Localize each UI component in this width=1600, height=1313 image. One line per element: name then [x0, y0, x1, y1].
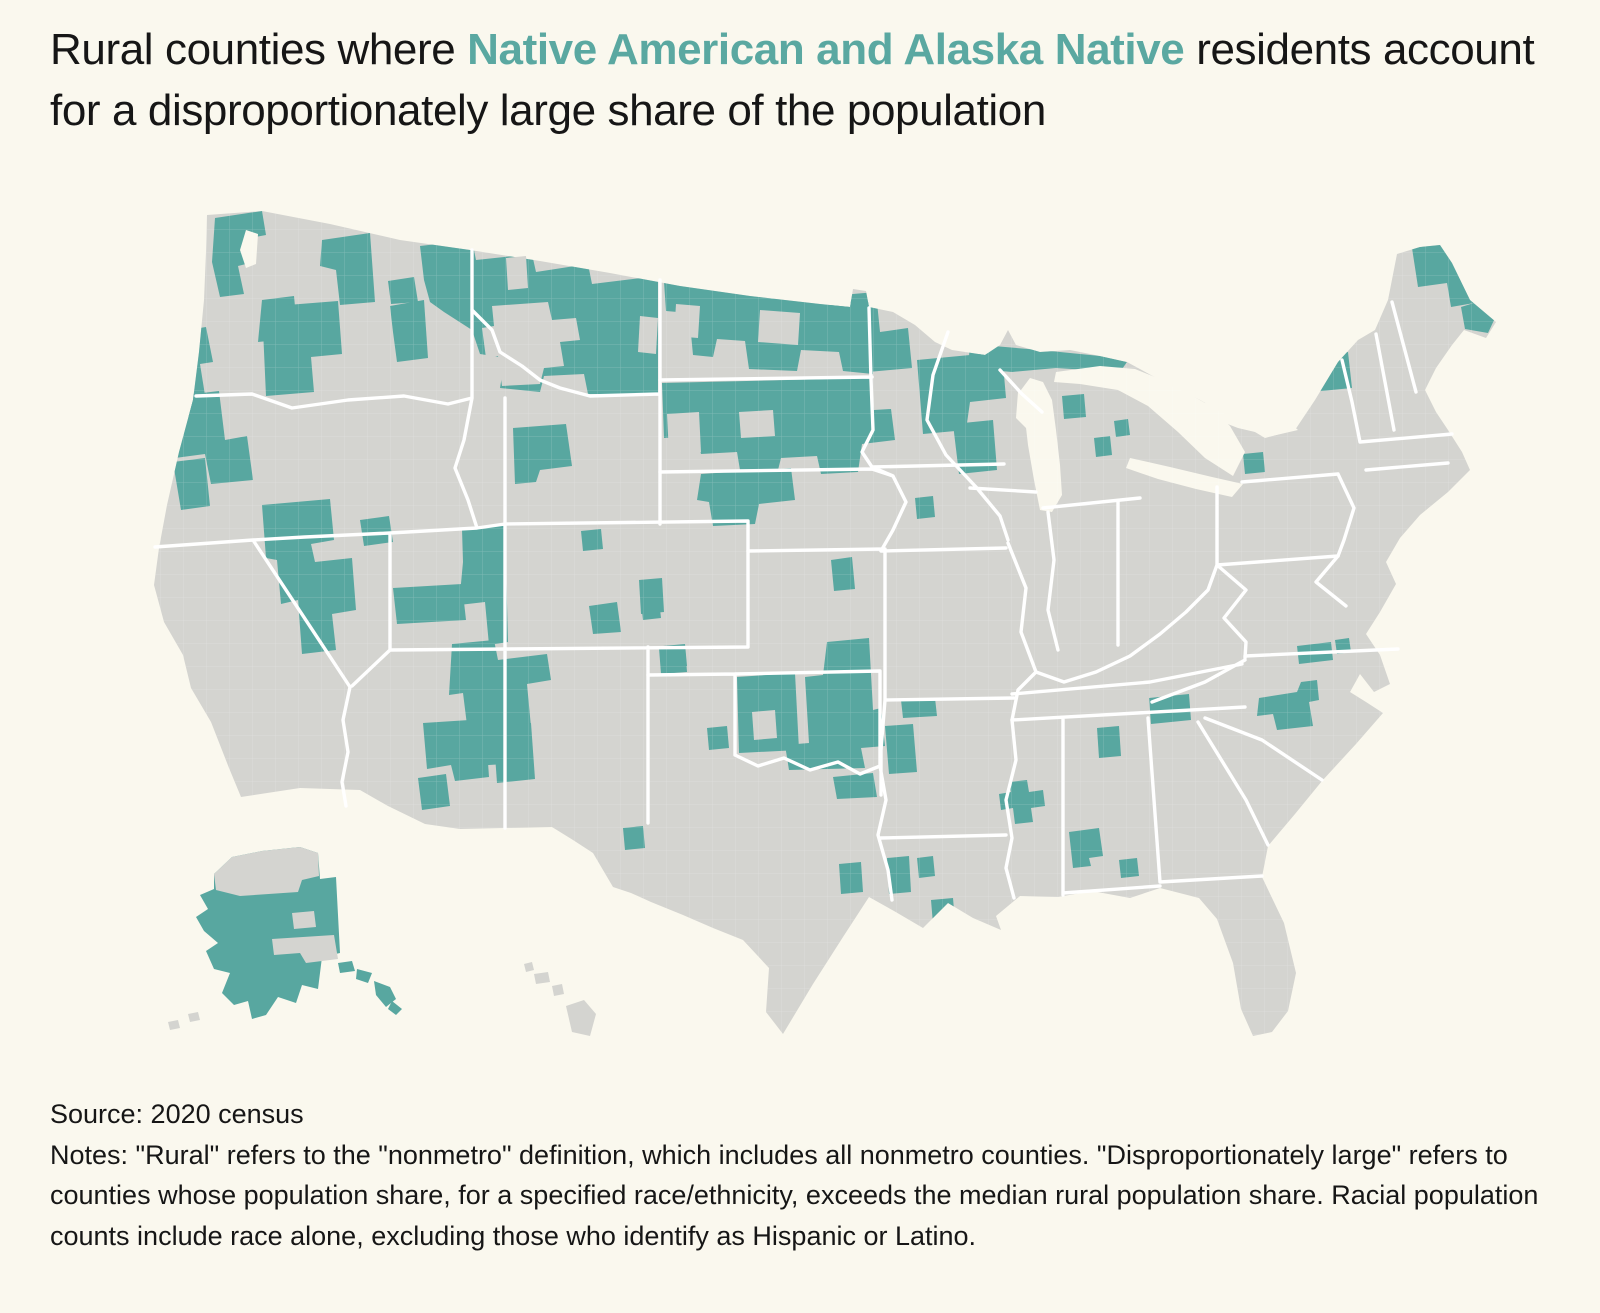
alaska-island [356, 969, 372, 983]
alaska-southeast-islands [338, 961, 402, 1015]
state-borders-plains [646, 306, 1016, 902]
aleutian-island [168, 1020, 180, 1030]
state-borders-west [153, 248, 750, 830]
hawaii-island [566, 1000, 596, 1036]
alaska-interior-gap [292, 911, 316, 929]
title-highlight-group: Native American and Alaska Native [467, 25, 1185, 74]
footer-notes: Source: 2020 census Notes: "Rural" refer… [50, 1094, 1566, 1256]
state-borders-south-east [1010, 300, 1454, 897]
lake-ontario [1200, 402, 1298, 436]
aleutian-island [188, 1012, 200, 1022]
alaska-gray-counties [168, 847, 338, 1030]
chart-title: Rural counties where Native American and… [50, 20, 1575, 141]
alaska-island [338, 961, 355, 973]
alaska-southcentral-gap [272, 935, 338, 963]
hawaii-island [534, 972, 550, 984]
title-suffix: residents account for a disproportionate… [50, 25, 1535, 135]
hawaii-island [524, 962, 534, 972]
hawaii-inset [524, 962, 596, 1036]
alaska-inset [168, 847, 402, 1030]
title-prefix: Rural counties where [50, 25, 468, 74]
alaska-island [374, 981, 396, 1007]
source-line: Source: 2020 census [50, 1099, 304, 1129]
alaska-island [388, 1001, 402, 1015]
alaska-north-slope [214, 847, 319, 896]
state-borders [153, 248, 1454, 902]
notes-line: Notes: "Rural" refers to the "nonmetro" … [50, 1139, 1539, 1251]
county-line-texture [154, 211, 1496, 1036]
hawaii-island [552, 984, 564, 996]
